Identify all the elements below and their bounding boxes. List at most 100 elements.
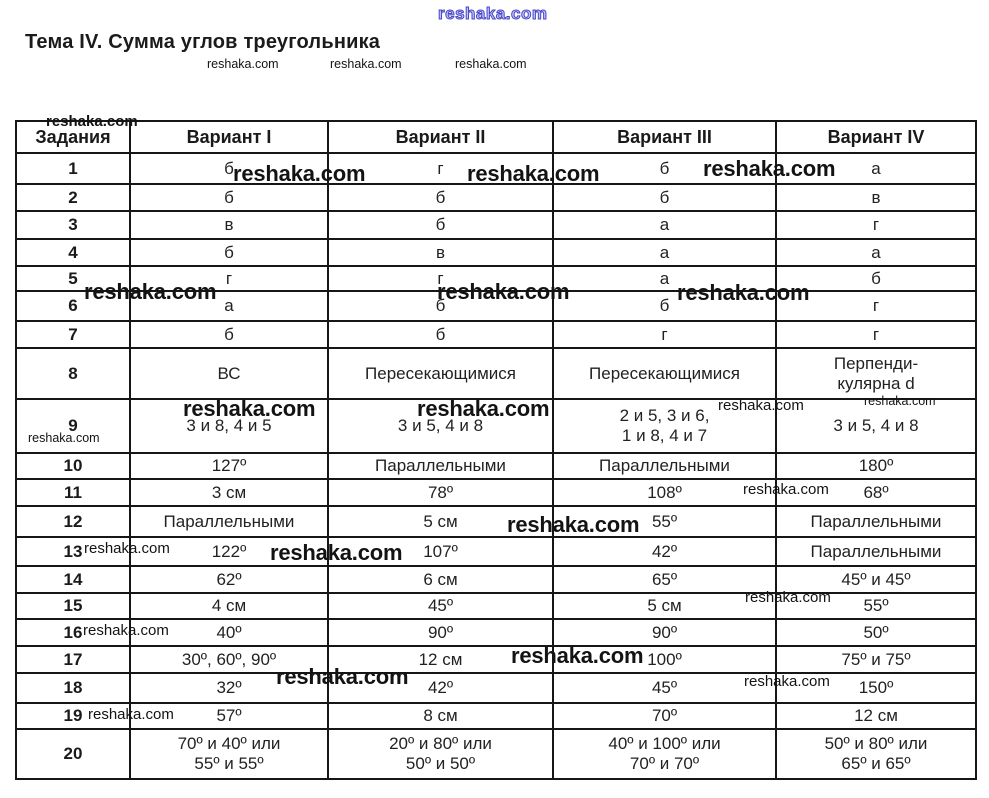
answer-cell: б: [129, 238, 329, 267]
column-header: Задания: [15, 120, 131, 154]
task-number-cell: 13: [15, 536, 131, 567]
answer-cell: Параллельными: [129, 505, 329, 538]
answer-cell: 40º: [129, 618, 329, 647]
answer-cell: Пересекающимися: [327, 347, 554, 400]
answer-cell: 100º: [552, 645, 777, 674]
answer-cell: Параллельными: [552, 452, 777, 480]
answer-cell: 6 см: [327, 565, 554, 594]
task-number-cell: 8: [15, 347, 131, 400]
answer-cell: 50º: [775, 618, 977, 647]
task-number-cell: 16: [15, 618, 131, 647]
answer-cell: г: [129, 265, 329, 292]
task-number-cell: 18: [15, 672, 131, 704]
answer-cell: Перпенди- кулярна d: [775, 347, 977, 400]
table-row: 10 127º Параллельными Параллельными 180º: [15, 452, 977, 480]
answer-cell: 180º: [775, 452, 977, 480]
column-header: Вариант III: [552, 120, 777, 154]
answer-cell: 122º: [129, 536, 329, 567]
answers-table: Задания Вариант I Вариант II Вариант III Вар…: [15, 120, 977, 780]
answer-cell: 45º: [327, 592, 554, 620]
table-row: 20 70º и 40º или 55º и 55º 20º и 80º или 5…: [15, 728, 977, 780]
answer-cell: 107º: [327, 536, 554, 567]
answer-cell: г: [552, 320, 777, 349]
answer-cell: б: [552, 152, 777, 185]
answer-cell: 75º и 75º: [775, 645, 977, 674]
task-number-cell: 5: [15, 265, 131, 292]
task-number-cell: 4: [15, 238, 131, 267]
answer-cell: б: [129, 183, 329, 212]
task-number-cell: 19: [15, 702, 131, 730]
answer-cell: 50º и 80º или 65º и 65º: [775, 728, 977, 780]
answer-cell: 78º: [327, 478, 554, 507]
task-number-cell: 20: [15, 728, 131, 780]
answer-cell: г: [327, 265, 554, 292]
table-row: 16 40º 90º 90º 50º: [15, 618, 977, 647]
task-number-cell: 14: [15, 565, 131, 594]
task-number-cell: 6: [15, 290, 131, 322]
answer-cell: б: [327, 183, 554, 212]
answer-cell: 150º: [775, 672, 977, 704]
table-row: 13 122º 107º 42º Параллельными: [15, 536, 977, 567]
task-number-cell: 15: [15, 592, 131, 620]
table-row: 12 Параллельными 5 см 55º Параллельными: [15, 505, 977, 538]
answer-cell: 127º: [129, 452, 329, 480]
answer-cell: 65º: [552, 565, 777, 594]
watermark-text: reshaka.com: [455, 57, 527, 71]
answer-cell: а: [129, 290, 329, 322]
answer-cell: 3 и 5, 4 и 8: [775, 398, 977, 454]
answer-cell: 42º: [552, 536, 777, 567]
answer-cell: 42º: [327, 672, 554, 704]
answer-cell: 30º, 60º, 90º: [129, 645, 329, 674]
answer-cell: в: [129, 210, 329, 240]
column-header: Вариант IV: [775, 120, 977, 154]
answer-cell: в: [327, 238, 554, 267]
answer-cell: 3 и 5, 4 и 8: [327, 398, 554, 454]
answer-cell: 68º: [775, 478, 977, 507]
answer-cell: 2 и 5, 3 и 6, 1 и 8, 4 и 7: [552, 398, 777, 454]
answer-cell: 12 см: [775, 702, 977, 730]
column-header: Вариант I: [129, 120, 329, 154]
answer-cell: г: [775, 290, 977, 322]
answer-cell: 108º: [552, 478, 777, 507]
answer-cell: а: [775, 238, 977, 267]
answer-cell: Пересекающимися: [552, 347, 777, 400]
answer-cell: 70º: [552, 702, 777, 730]
answer-cell: г: [775, 210, 977, 240]
table-row: 18 32º 42º 45º 150º: [15, 672, 977, 704]
answer-cell: 45º и 45º: [775, 565, 977, 594]
answer-cell: 57º: [129, 702, 329, 730]
answer-cell: а: [552, 238, 777, 267]
column-header: Вариант II: [327, 120, 554, 154]
table-row: 11 3 см 78º 108º 68º: [15, 478, 977, 507]
answer-cell: г: [327, 152, 554, 185]
answer-cell: б: [327, 290, 554, 322]
answer-cell: а: [552, 265, 777, 292]
answer-cell: 70º и 40º или 55º и 55º: [129, 728, 329, 780]
answer-cell: б: [327, 320, 554, 349]
watermark-text: reshaka.com: [330, 57, 402, 71]
watermark-text: reshaka.com: [207, 57, 279, 71]
answer-cell: 5 см: [552, 592, 777, 620]
answer-cell: г: [775, 320, 977, 349]
answer-cell: б: [129, 320, 329, 349]
answer-cell: 20º и 80º или 50º и 50º: [327, 728, 554, 780]
answer-cell: 5 см: [327, 505, 554, 538]
task-number-cell: 10: [15, 452, 131, 480]
answer-cell: Параллельными: [775, 505, 977, 538]
answer-cell: 55º: [552, 505, 777, 538]
answer-cell: 55º: [775, 592, 977, 620]
answer-cell: 4 см: [129, 592, 329, 620]
answer-cell: б: [775, 265, 977, 292]
answer-cell: б: [552, 183, 777, 212]
task-number-cell: 9: [15, 398, 131, 454]
table-row: 8 ВС Пересекающимися Пересекающимися Перпенд…: [15, 347, 977, 400]
answer-cell: а: [552, 210, 777, 240]
answer-cell: 45º: [552, 672, 777, 704]
answer-cell: 8 см: [327, 702, 554, 730]
